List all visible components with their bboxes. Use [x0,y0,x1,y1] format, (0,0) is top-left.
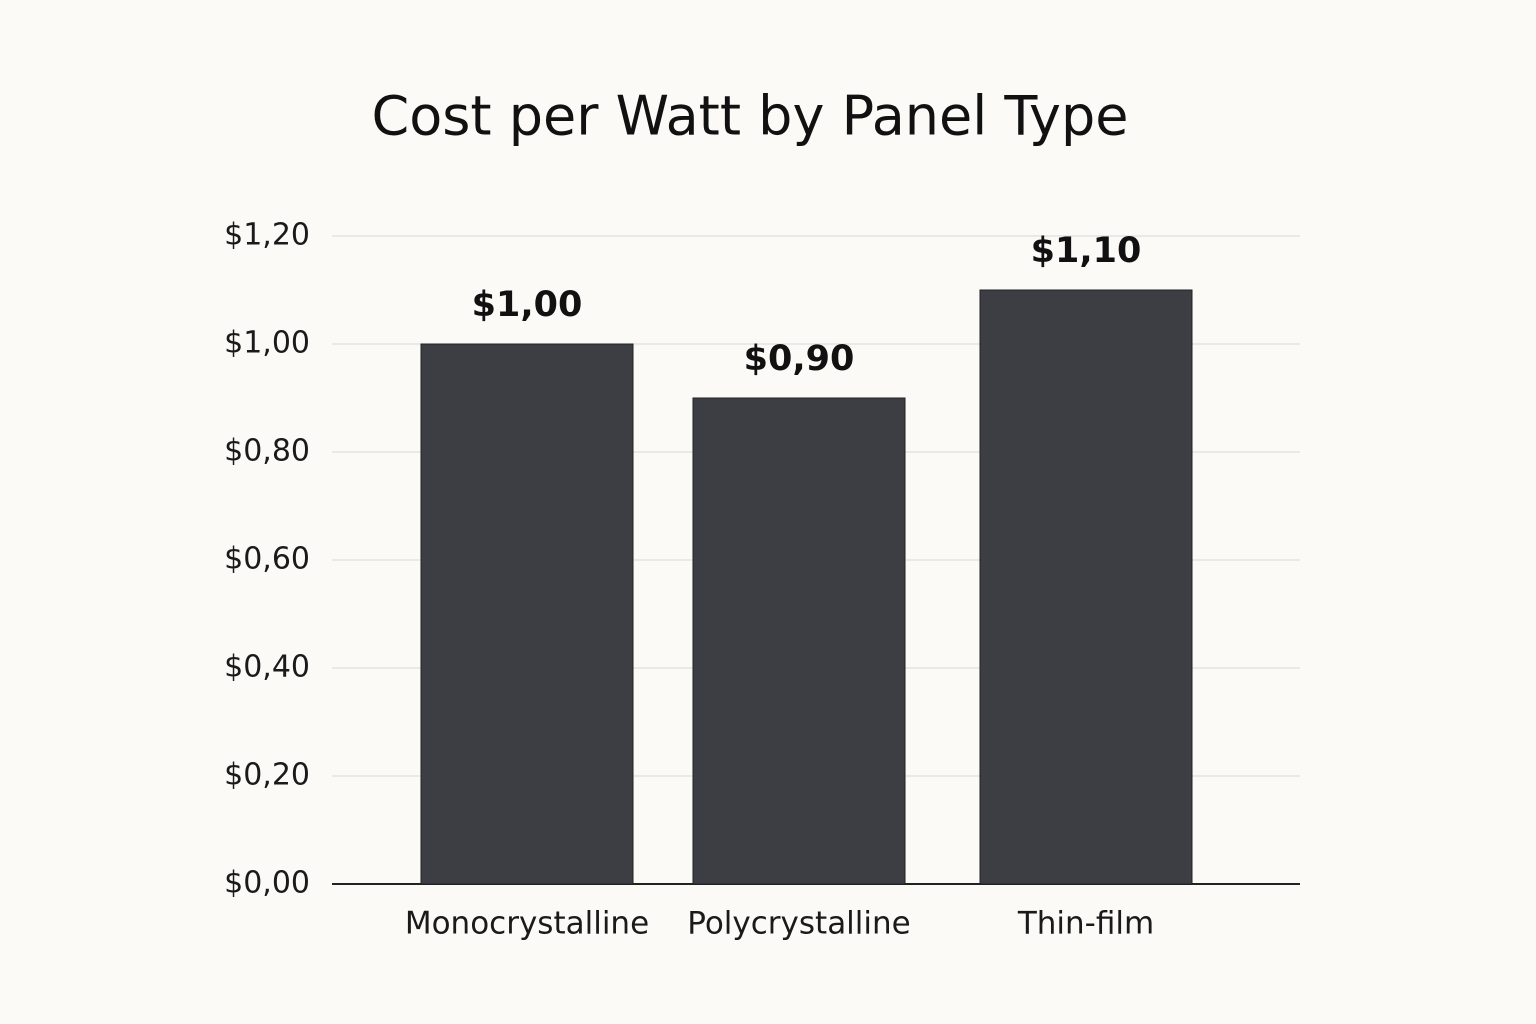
chart-title: Cost per Watt by Panel Type [372,85,1129,148]
y-tick-label: $0,20 [224,758,310,793]
x-tick-label: Thin-film [1017,906,1154,942]
x-tick-label: Polycrystalline [687,906,911,942]
y-tick-label: $1,20 [224,218,310,253]
y-tick-label: $0,00 [224,866,310,901]
y-tick-label: $1,00 [224,326,310,361]
bar [979,289,1193,885]
value-label: $0,90 [744,339,855,379]
y-tick-label: $0,60 [224,542,310,577]
bar [420,343,634,885]
bar [692,397,906,885]
y-tick-label: $0,40 [224,650,310,685]
x-tick-label: Monocrystalline [405,906,649,942]
y-tick-label: $0,80 [224,434,310,469]
value-label: $1,10 [1031,231,1142,271]
value-label: $1,00 [472,285,583,325]
